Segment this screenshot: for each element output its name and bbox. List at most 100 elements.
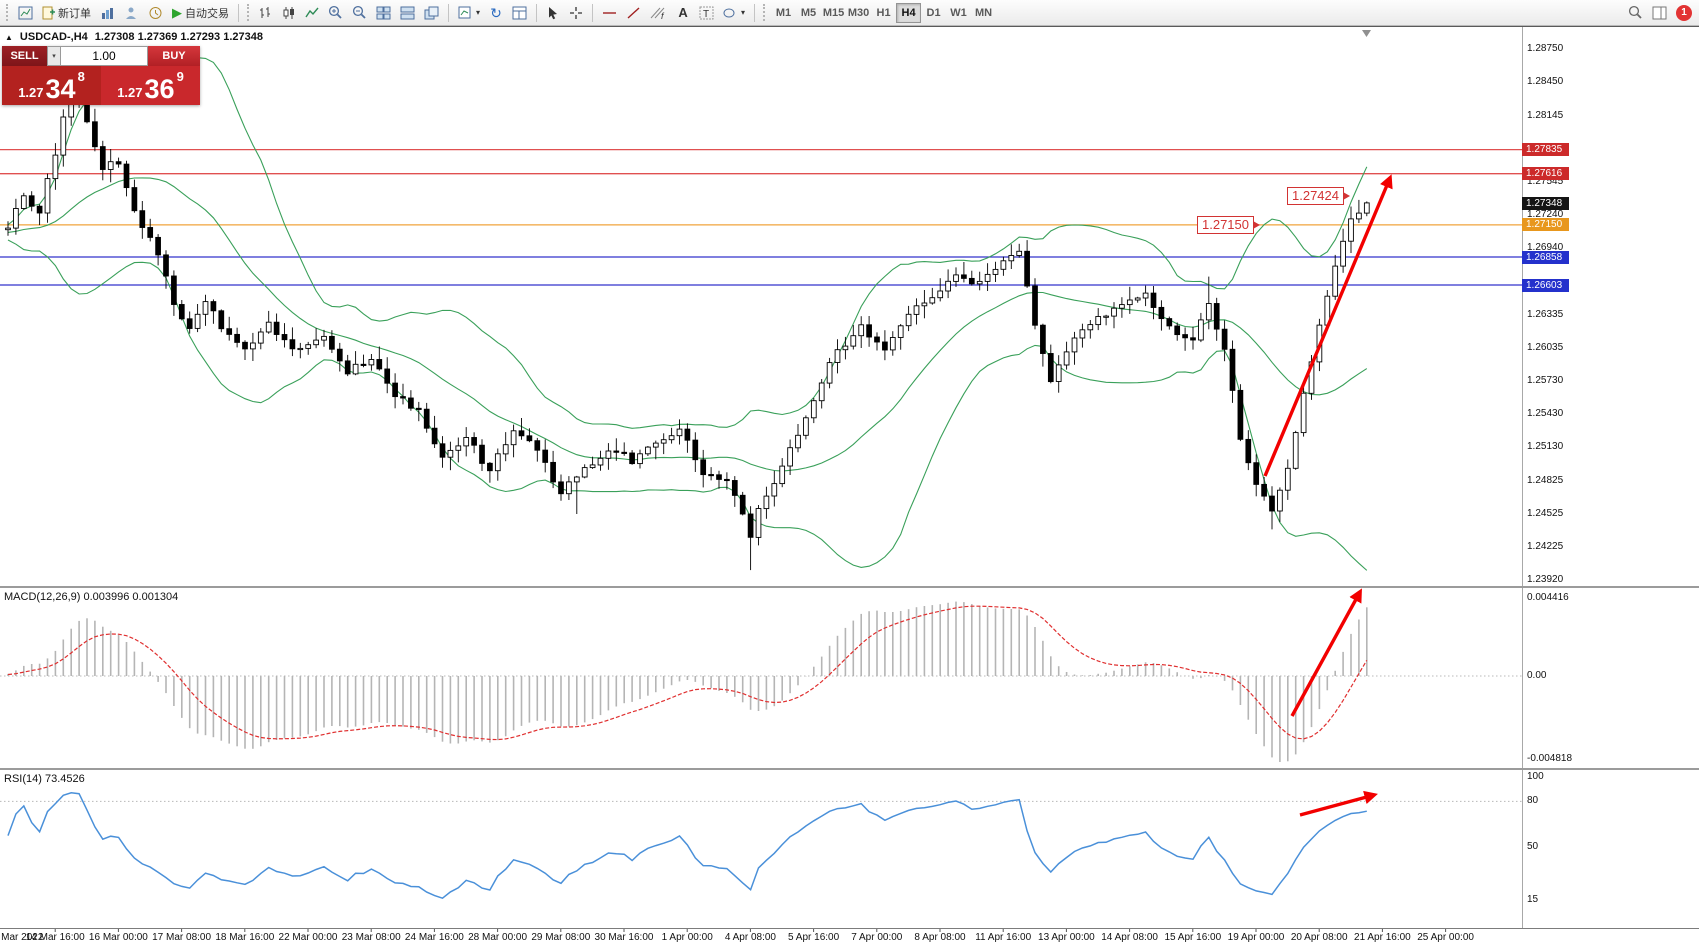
- time-axis-label[interactable]: 11 Mar 2022: [0, 932, 44, 943]
- time-axis-label[interactable]: 24 Mar 16:00: [404, 932, 464, 943]
- chart-window-border: [0, 26, 1699, 27]
- timeframe-button-mn[interactable]: MN: [971, 3, 996, 23]
- time-axis-label[interactable]: 8 Apr 08:00: [914, 932, 966, 943]
- sell-button[interactable]: SELL: [2, 46, 47, 66]
- shapes-button[interactable]: ▾: [719, 2, 749, 24]
- timeframe-button-d1[interactable]: D1: [921, 3, 946, 23]
- price-axis-label: 1.28750: [1527, 43, 1564, 54]
- timeframe-button-h4[interactable]: H4: [896, 2, 922, 23]
- chart-cycle-button[interactable]: ↻: [485, 2, 507, 24]
- time-axis-label[interactable]: 15 Apr 16:00: [1164, 932, 1222, 943]
- time-axis-label[interactable]: 20 Apr 08:00: [1290, 932, 1348, 943]
- notification-badge[interactable]: 1: [1676, 4, 1692, 21]
- time-axis-label[interactable]: 4 Apr 08:00: [724, 932, 776, 943]
- rsi-axis-label: 50: [1527, 841, 1539, 852]
- time-axis-label[interactable]: 28 Mar 00:00: [468, 932, 528, 943]
- ohlc-bars-button[interactable]: [255, 2, 277, 24]
- time-axis-label[interactable]: 18 Mar 16:00: [215, 932, 275, 943]
- horizontal-line-button[interactable]: [598, 2, 621, 24]
- ohlc-values: 1.27308 1.27369 1.27293 1.27348: [94, 31, 263, 43]
- timeframe-button-m1[interactable]: M1: [771, 3, 796, 23]
- timeframe-button-w1[interactable]: W1: [946, 3, 971, 23]
- fibonacci-button[interactable]: f: [646, 2, 671, 24]
- price-axis-label: 1.28145: [1527, 109, 1564, 121]
- timeframe-button-m5[interactable]: M5: [796, 3, 821, 23]
- label-tool-button[interactable]: T: [695, 2, 718, 24]
- data-window-button[interactable]: [508, 2, 531, 24]
- rsi-indicator-label: RSI(14) 73.4526: [4, 773, 85, 785]
- time-axis-label[interactable]: 25 Apr 00:00: [1417, 932, 1474, 943]
- time-axis-label[interactable]: 5 Apr 16:00: [788, 932, 840, 943]
- price-callout-label[interactable]: 1.27424: [1287, 187, 1350, 206]
- panels-icon[interactable]: [1648, 2, 1671, 24]
- price-axis-tag: 1.27835: [1522, 143, 1569, 157]
- toolbar-grip[interactable]: [763, 4, 767, 21]
- time-axis-label[interactable]: 19 Apr 00:00: [1227, 932, 1285, 943]
- time-axis-label[interactable]: 1 Apr 00:00: [661, 932, 713, 943]
- price-axis-divider: [1522, 27, 1523, 928]
- timeframe-button-m15[interactable]: M15: [821, 3, 846, 23]
- sell-price-pips: 34: [45, 74, 76, 105]
- volume-input[interactable]: [60, 46, 148, 66]
- time-axis-label[interactable]: 22 Mar 00:00: [278, 932, 338, 943]
- price-axis-label: 1.24525: [1527, 507, 1564, 519]
- line-chart-button[interactable]: [301, 2, 323, 24]
- arrange-horizontal-button[interactable]: [396, 2, 419, 24]
- time-axis-label[interactable]: 17 Mar 08:00: [152, 932, 212, 943]
- main-toolbar: 新订单 ▶ 自动交易 ▾ ↻: [0, 0, 1699, 26]
- new-chart-button[interactable]: ▾: [454, 2, 484, 24]
- time-axis-label[interactable]: 29 Mar 08:00: [531, 932, 591, 943]
- zoom-in-button[interactable]: [324, 2, 347, 24]
- price-callout-label[interactable]: 1.27150: [1197, 215, 1260, 234]
- price-axis-tag: 1.26603: [1522, 278, 1569, 292]
- time-axis-label[interactable]: 13 Apr 00:00: [1038, 932, 1095, 943]
- rsi-axis-label: 100: [1527, 771, 1544, 782]
- autotrading-button[interactable]: ▶ 自动交易: [168, 2, 233, 24]
- buy-price-point: 9: [176, 69, 184, 84]
- toolbar-grip[interactable]: [247, 4, 251, 21]
- volume-stepper[interactable]: ▾: [47, 46, 60, 66]
- cursor-button[interactable]: [542, 2, 564, 24]
- time-axis-label[interactable]: 21 Apr 16:00: [1354, 932, 1411, 943]
- candlesticks-button[interactable]: [278, 2, 300, 24]
- price-axis-label: 1.23920: [1527, 574, 1564, 585]
- sell-price-button[interactable]: 1.27 34 8: [2, 66, 101, 105]
- pane-splitter-macd[interactable]: [0, 586, 1699, 588]
- price-axis-label: 1.24825: [1527, 474, 1564, 486]
- buy-button[interactable]: BUY: [148, 46, 200, 66]
- time-axis-label[interactable]: 7 Apr 00:00: [851, 932, 903, 943]
- one-click-panel-toggle[interactable]: ▲: [5, 32, 13, 42]
- price-axis-label: 1.26035: [1527, 341, 1564, 353]
- history-center-icon[interactable]: [144, 2, 167, 24]
- buy-price-button[interactable]: 1.27 36 9: [101, 66, 200, 105]
- cascade-windows-button[interactable]: [420, 2, 443, 24]
- trendline-button[interactable]: [622, 2, 645, 24]
- tile-windows-button[interactable]: [372, 2, 395, 24]
- price-axis-label: 1.27240: [1527, 209, 1564, 220]
- price-axis-label: 1.27545: [1527, 175, 1564, 187]
- charts-icon[interactable]: [96, 2, 119, 24]
- time-axis-label[interactable]: 30 Mar 16:00: [594, 932, 654, 943]
- time-axis-label[interactable]: 23 Mar 08:00: [341, 932, 401, 943]
- toolbar-grip[interactable]: [6, 4, 10, 21]
- time-axis-label[interactable]: 11 Apr 16:00: [975, 932, 1032, 943]
- crosshair-button[interactable]: [565, 2, 587, 24]
- time-axis-divider: [0, 928, 1699, 929]
- timeframe-button-m30[interactable]: M30: [846, 3, 871, 23]
- search-icon[interactable]: [1624, 2, 1647, 24]
- zoom-out-button[interactable]: [348, 2, 371, 24]
- new-order-button[interactable]: 新订单: [38, 2, 95, 24]
- chart-icon[interactable]: [14, 2, 37, 24]
- time-axis-label[interactable]: 14 Apr 08:00: [1101, 932, 1158, 943]
- time-axis-label[interactable]: 16 Mar 00:00: [88, 932, 148, 943]
- text-tool-button[interactable]: A: [672, 2, 694, 24]
- macd-axis-label: 0.004416: [1527, 592, 1569, 603]
- timeframe-button-h1[interactable]: H1: [871, 3, 896, 23]
- sell-price-point: 8: [77, 69, 85, 84]
- chevron-down-icon: ▾: [476, 7, 481, 17]
- profiles-icon[interactable]: [120, 2, 143, 24]
- pane-splitter-rsi[interactable]: [0, 768, 1699, 770]
- time-axis-label[interactable]: 14 Mar 16:00: [25, 932, 85, 943]
